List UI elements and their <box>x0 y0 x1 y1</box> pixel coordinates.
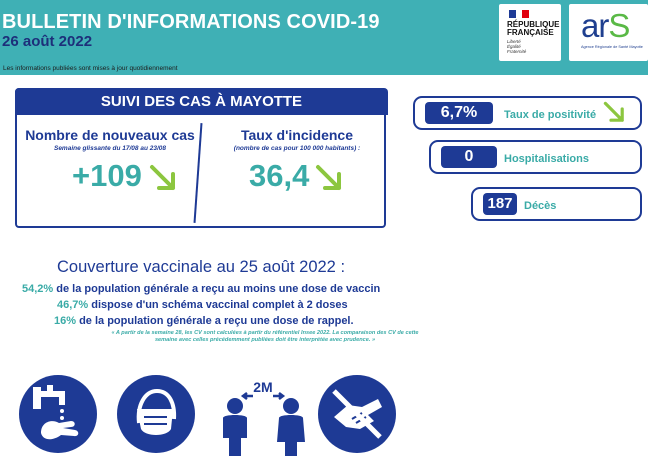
nouveaux-cas-value: +109 <box>72 158 142 193</box>
face-mask-icon <box>117 375 195 453</box>
no-handshake-icon <box>318 375 396 453</box>
deces-value: 187 <box>483 193 517 215</box>
nouveaux-cas-subtitle: Semaine glissante du 17/08 au 23/08 <box>53 145 166 152</box>
deces-indicator: 187 Décès <box>471 187 642 221</box>
header-banner: BULLETIN D'INFORMATIONS COVID-19 26 août… <box>0 0 648 75</box>
update-note: Les informations publiées sont mises à j… <box>3 65 178 72</box>
hand-washing-icon <box>19 375 97 453</box>
positivite-label: Taux de positivité <box>504 109 597 121</box>
ars-logo: arS Agence Régionale de Santé Mayotte <box>569 4 648 61</box>
couverture-line-2: 46,7% dispose d'un schéma vaccinal compl… <box>57 299 348 311</box>
bulletin-title: BULLETIN D'INFORMATIONS COVID-19 <box>2 11 380 33</box>
deces-label: Décès <box>524 200 557 212</box>
incidence-value: 36,4 <box>249 158 310 193</box>
trend-down-arrow-icon <box>316 165 341 190</box>
couverture-note: « A partir de la semaine 28, les CV sont… <box>111 330 419 343</box>
hospitalisations-value: 0 <box>441 146 497 168</box>
social-distance-icon: 2M <box>213 378 313 458</box>
hospitalisations-indicator: 0 Hospitalisations <box>429 140 642 174</box>
couverture-line-1: 54,2% de la population générale a reçu a… <box>22 283 381 295</box>
hospitalisations-label: Hospitalisations <box>504 153 589 165</box>
suivi-cas-card: SUIVI DES CAS À MAYOTTE Nombre de nouvea… <box>15 88 388 228</box>
republique-francaise-logo: RÉPUBLIQUE FRANÇAISE Liberté Égalité Fra… <box>499 4 561 61</box>
trend-down-arrow-icon <box>150 165 175 190</box>
couverture-line-3: 16% de la population générale a reçu une… <box>54 315 354 327</box>
positivite-value: 6,7% <box>425 102 493 124</box>
incidence-title: Taux d'incidence <box>241 127 353 143</box>
incidence-subtitle: (nombre de cas pour 100 000 habitants) : <box>233 145 361 152</box>
nouveaux-cas-title: Nombre de nouveaux cas <box>25 127 195 143</box>
suivi-banner: SUIVI DES CAS À MAYOTTE <box>15 88 388 115</box>
positivite-indicator: 6,7% Taux de positivité <box>413 96 642 130</box>
french-flag-icon <box>509 10 530 18</box>
svg-text:2M: 2M <box>253 379 272 395</box>
bulletin-date: 26 août 2022 <box>2 33 93 50</box>
trend-down-arrow-icon <box>603 101 624 122</box>
couverture-title: Couverture vaccinale au 25 août 2022 : <box>57 258 346 276</box>
